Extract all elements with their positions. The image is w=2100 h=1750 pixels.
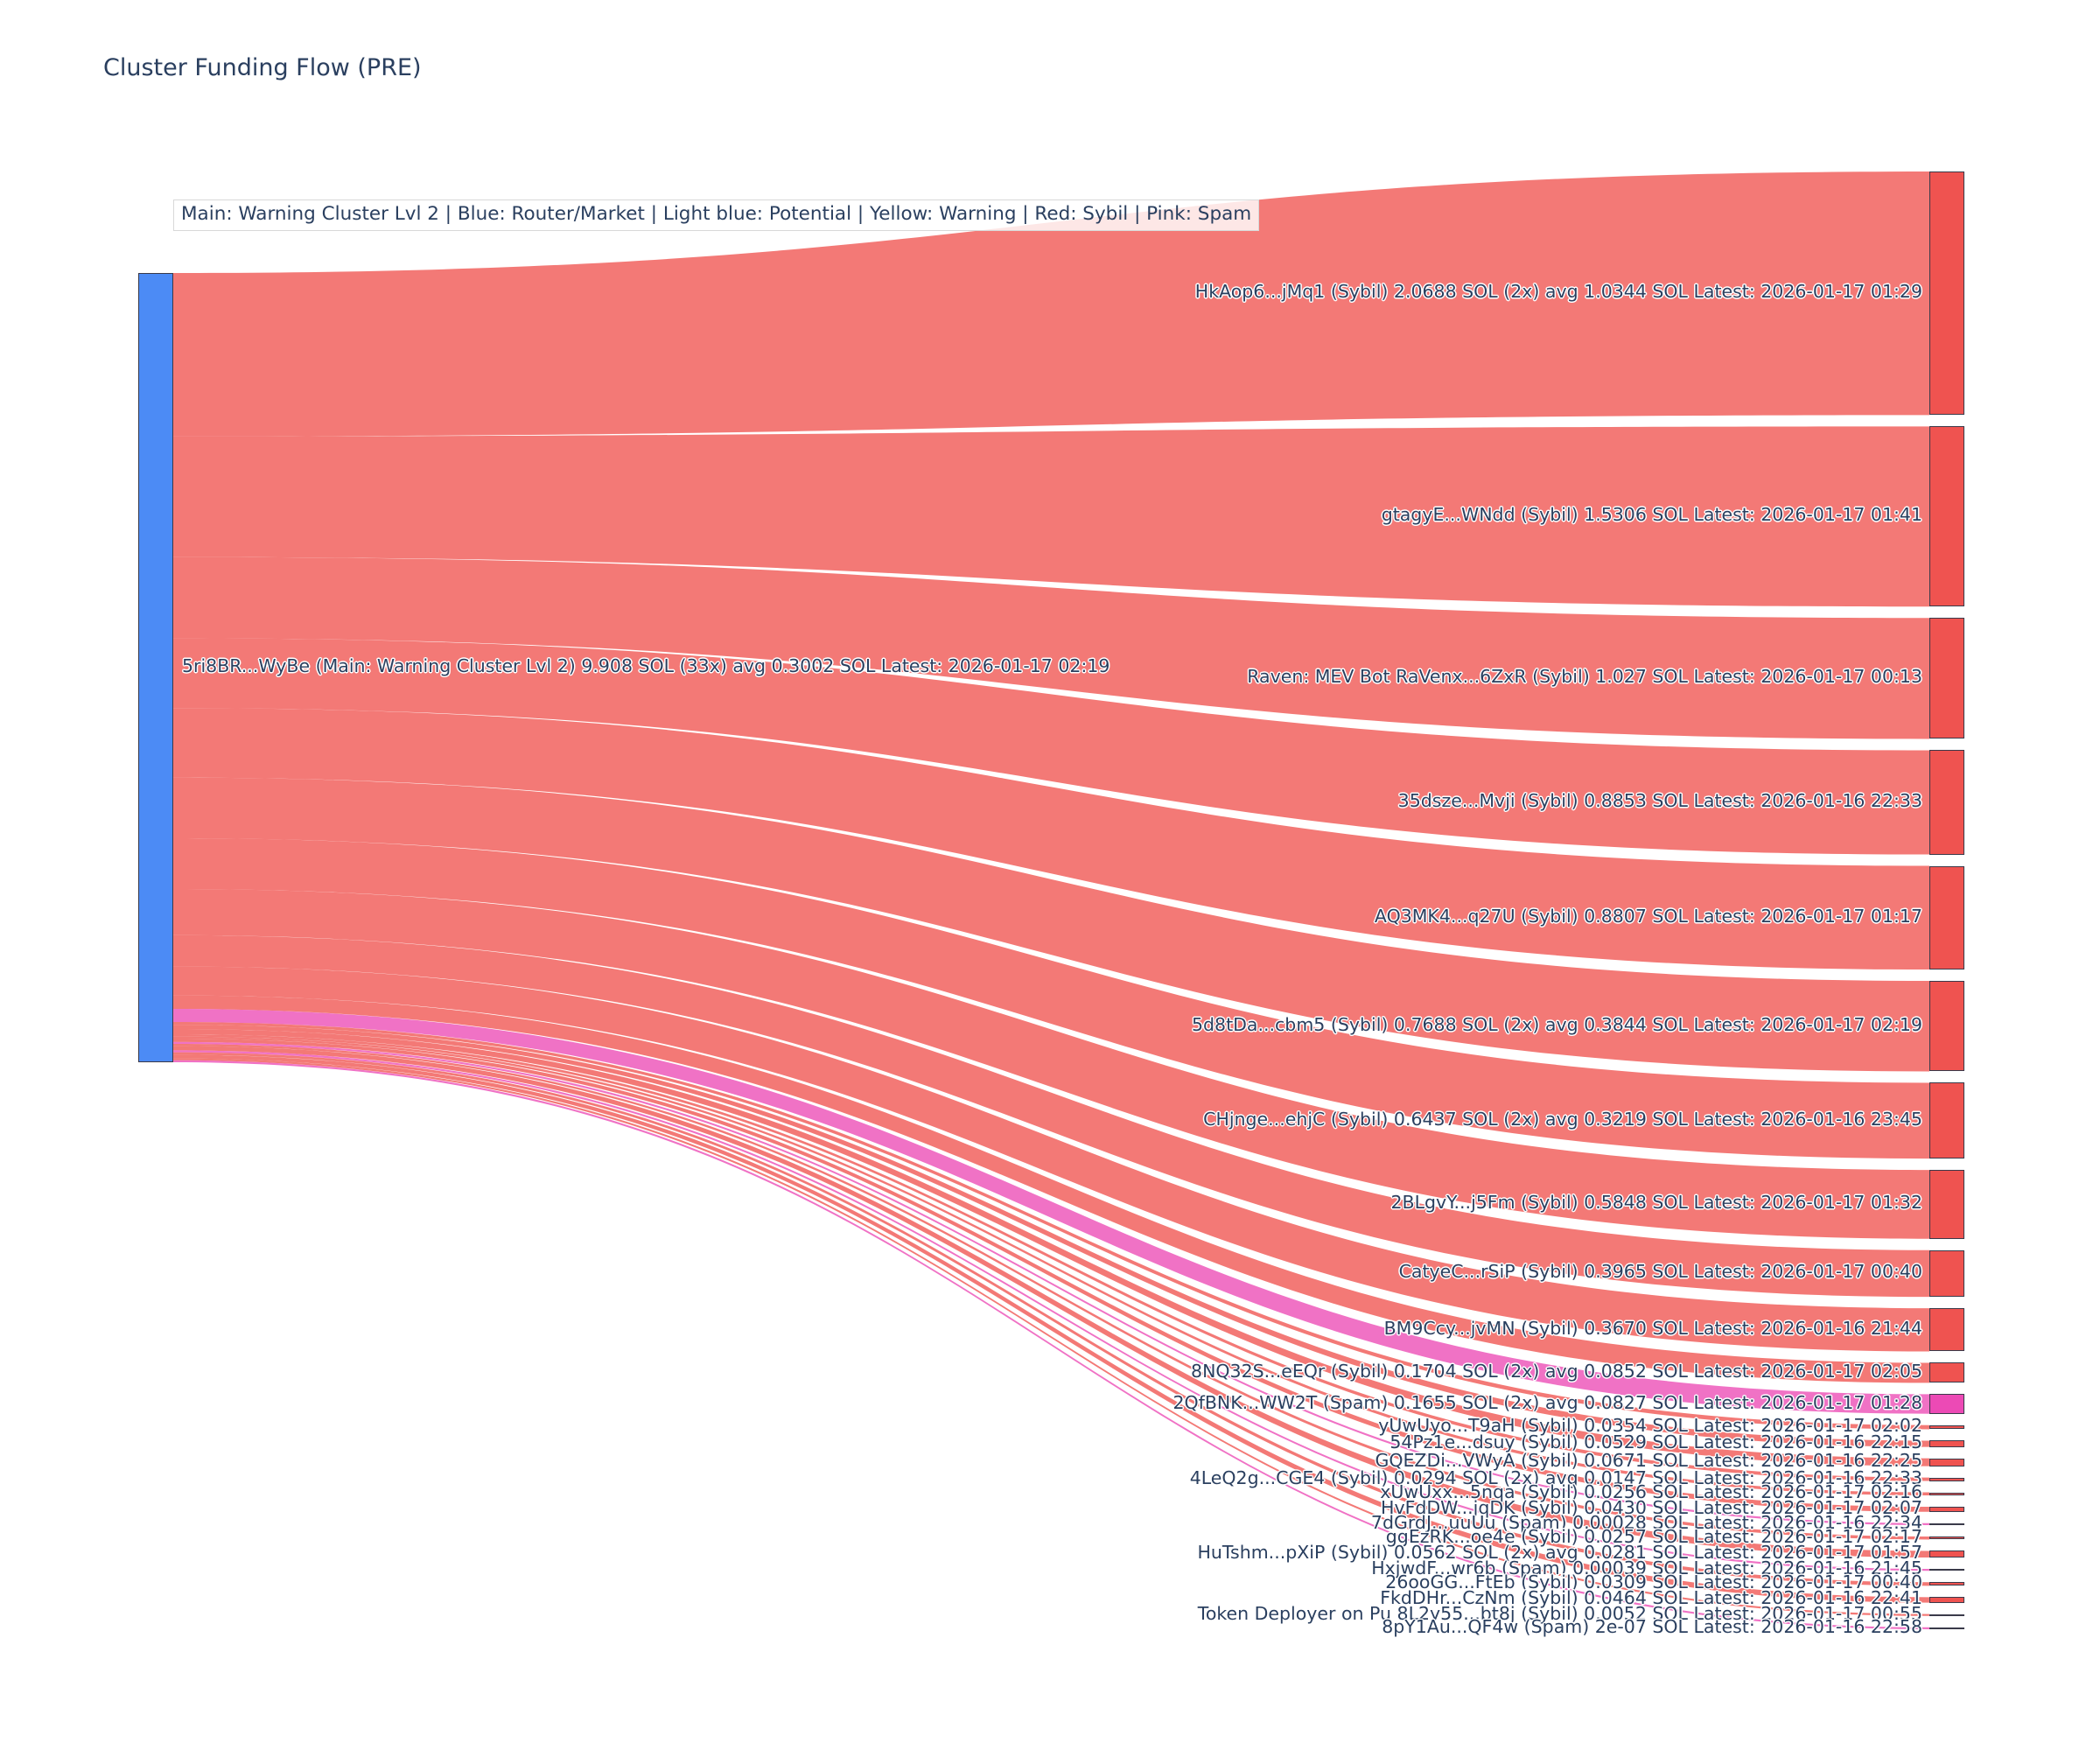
target-node[interactable] <box>1929 1568 1964 1572</box>
flow-link[interactable] <box>173 708 1929 970</box>
legend: Main: Warning Cluster Lvl 2 | Blue: Rout… <box>173 200 1260 231</box>
target-node[interactable] <box>1929 1394 1964 1414</box>
flow-link[interactable] <box>173 1021 1929 1430</box>
flow-link[interactable] <box>173 638 1929 855</box>
target-node[interactable] <box>1929 1082 1964 1159</box>
flow-link[interactable] <box>173 426 1929 607</box>
target-node[interactable] <box>1929 618 1964 739</box>
flow-link[interactable] <box>173 1009 1929 1414</box>
target-node[interactable] <box>1929 1477 1964 1481</box>
flow-link[interactable] <box>173 1036 1929 1495</box>
flow-link[interactable] <box>173 934 1929 1298</box>
target-node[interactable] <box>1929 981 1964 1072</box>
flow-link[interactable] <box>173 1052 1929 1586</box>
links-group <box>173 172 1929 1629</box>
flow-link[interactable] <box>173 1046 1929 1558</box>
target-node[interactable] <box>1929 1597 1964 1603</box>
target-node[interactable] <box>1929 750 1964 855</box>
flow-link[interactable] <box>173 837 1929 1159</box>
flow-link[interactable] <box>173 1050 1929 1572</box>
flow-link[interactable] <box>173 1025 1929 1447</box>
target-node[interactable] <box>1929 1440 1964 1447</box>
flow-link[interactable] <box>173 777 1929 1072</box>
target-node[interactable] <box>1929 1308 1964 1352</box>
target-node[interactable] <box>1929 1506 1964 1512</box>
flow-link[interactable] <box>173 1044 1929 1540</box>
target-node[interactable] <box>1929 1522 1964 1525</box>
flow-link[interactable] <box>173 1028 1929 1466</box>
target-node[interactable] <box>1929 1492 1964 1495</box>
target-node[interactable] <box>1929 865 1964 970</box>
flow-link[interactable] <box>173 172 1929 437</box>
flow-link[interactable] <box>173 995 1929 1383</box>
target-node[interactable] <box>1929 1614 1964 1616</box>
target-node[interactable] <box>1929 426 1964 607</box>
flow-link[interactable] <box>173 1038 1929 1512</box>
flow-link[interactable] <box>173 556 1929 739</box>
target-node[interactable] <box>1929 1627 1964 1629</box>
target-node[interactable] <box>1929 172 1964 416</box>
flow-link[interactable] <box>173 966 1929 1352</box>
target-node[interactable] <box>1929 1362 1964 1383</box>
flow-link[interactable] <box>173 1041 1929 1525</box>
flow-link[interactable] <box>173 1033 1929 1481</box>
target-node[interactable] <box>1929 1550 1964 1558</box>
target-node[interactable] <box>1929 1424 1964 1430</box>
target-node[interactable] <box>1929 1536 1964 1540</box>
flow-link[interactable] <box>173 1058 1929 1616</box>
target-node[interactable] <box>1929 1458 1964 1466</box>
page-title: Cluster Funding Flow (PRE) <box>103 54 422 81</box>
source-node[interactable] <box>138 273 173 1062</box>
target-node[interactable] <box>1929 1582 1964 1586</box>
target-node[interactable] <box>1929 1250 1964 1298</box>
flow-link[interactable] <box>173 1054 1929 1603</box>
flow-link[interactable] <box>173 889 1929 1239</box>
flow-link[interactable] <box>173 1060 1929 1629</box>
target-node[interactable] <box>1929 1170 1964 1239</box>
